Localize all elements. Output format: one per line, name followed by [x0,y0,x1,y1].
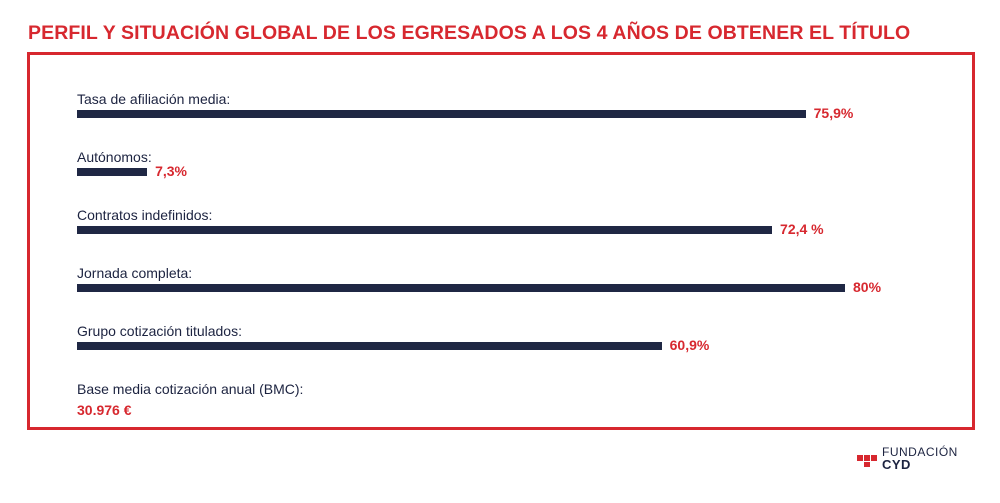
logo-line2: CYD [882,457,911,472]
bar-category-label: Autónomos: [77,149,152,165]
fundacion-cyd-logo-mark [857,455,877,467]
bar [77,284,845,292]
bar-category-label: Tasa de afiliación media: [77,91,231,107]
bmc-label: Base media cotización anual (BMC): [77,381,304,397]
bar-value-label: 7,3% [155,163,187,179]
bar [77,342,662,350]
bar-value-label: 75,9% [813,105,854,121]
bar-category-label: Jornada completa: [77,265,193,281]
bar-value-label: 72,4 % [780,221,824,237]
bar [77,110,806,118]
fundacion-cyd-logo: FUNDACIÓN CYD [857,446,977,476]
bar-value-label: 60,9% [669,337,710,353]
chart-title: PERFIL Y SITUACIÓN GLOBAL DE LOS EGRESAD… [28,22,911,44]
bar-category-label: Grupo cotización titulados: [77,323,242,339]
bmc-value: 30.976 € [77,402,132,418]
bar-value-label: 80% [853,279,882,295]
bar [77,226,773,234]
chart-frame: Tasa de afiliación media: 75,9% Autónomos:… [27,52,975,430]
logo-text: FUNDACIÓN CYD [882,446,958,471]
bar-category-label: Contratos indefinidos: [77,207,213,223]
bar [77,168,148,176]
logo-line1: FUNDACIÓN [882,445,958,459]
